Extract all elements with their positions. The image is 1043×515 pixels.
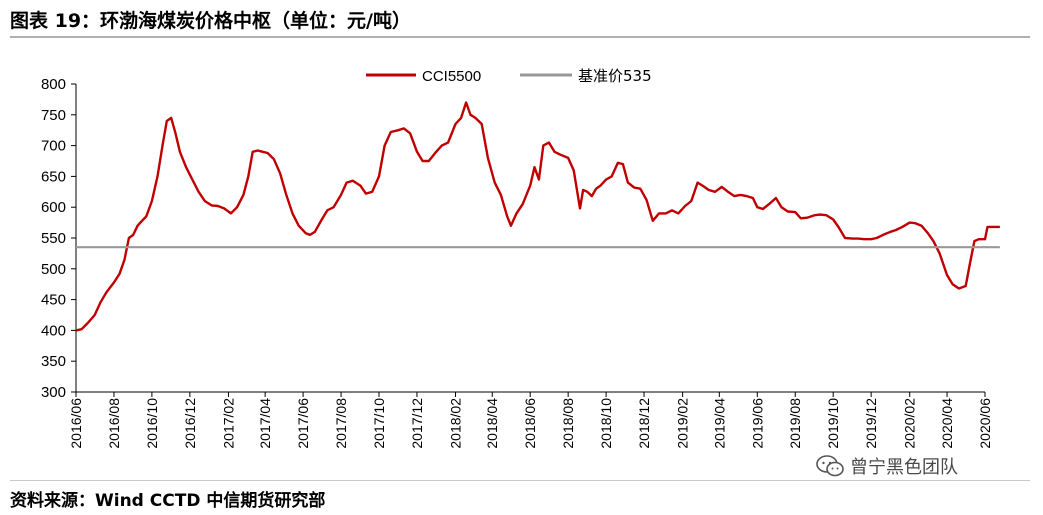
plot-area (75, 101, 1000, 332)
y-tick-label: 300 (41, 384, 66, 401)
footer-divider (10, 480, 1030, 481)
x-tick-label: 2019/10 (825, 398, 841, 449)
y-tick-label: 350 (41, 353, 66, 370)
x-tick-label: 2017/10 (371, 398, 387, 449)
y-tick-label: 800 (41, 76, 66, 93)
x-tick-label: 2017/04 (257, 398, 273, 449)
y-tick-label: 400 (41, 322, 66, 339)
legend: CCI5500 基准价535 (366, 67, 652, 85)
y-tick-label: 700 (41, 138, 66, 155)
x-tick-label: 2018/06 (522, 398, 538, 449)
watermark: 曾宁黑色团队 (816, 453, 958, 479)
x-tick-label: 2019/12 (863, 398, 879, 449)
x-tick-label: 2019/02 (675, 398, 691, 449)
x-tick-label: 2018/04 (484, 398, 500, 449)
x-tick-label: 2020/04 (939, 398, 955, 449)
y-tick-label: 550 (41, 230, 66, 247)
series-line-cci5500 (75, 101, 1000, 332)
x-tick-label: 2020/02 (902, 398, 918, 449)
x-tick-label: 2018/02 (448, 398, 464, 449)
x-tick-label: 2019/08 (787, 398, 803, 449)
x-tick-label: 2016/08 (106, 398, 122, 449)
page-title: 图表 19：环渤海煤炭价格中枢（单位：元/吨） (10, 10, 411, 32)
line-chart: CCI5500 基准价535 300 350 400 450 500 550 600 650 7… (41, 67, 1000, 449)
source-note: 资料来源：Wind CCTD 中信期货研究部 (10, 491, 326, 511)
x-tick-label: 2018/08 (560, 398, 576, 449)
x-tick-label: 2018/12 (636, 398, 652, 449)
x-tick-label: 2019/04 (711, 398, 727, 449)
x-tick-label: 2016/10 (144, 398, 160, 449)
axes: 300 350 400 450 500 550 600 650 700 750 800 2016/06… (41, 76, 993, 449)
x-tick-label: 2017/06 (295, 398, 311, 449)
y-tick-label: 600 (41, 199, 66, 216)
y-tick-label: 750 (41, 107, 66, 124)
y-tick-label: 450 (41, 292, 66, 309)
x-tick-label: 2017/12 (409, 398, 425, 449)
y-tick-label: 650 (41, 168, 66, 185)
x-tick-label: 2018/10 (598, 398, 614, 449)
legend-label-cci5500: CCI5500 (422, 68, 481, 85)
y-tick-label: 500 (41, 261, 66, 278)
x-tick-label: 2016/06 (68, 398, 84, 449)
title-divider (10, 36, 1030, 38)
x-tick-label: 2019/06 (749, 398, 765, 449)
x-tick-label: 2017/08 (333, 398, 349, 449)
wechat-icon (816, 455, 844, 477)
legend-label-baseline: 基准价535 (578, 67, 652, 85)
x-tick-label: 2020/06 (977, 398, 993, 449)
watermark-text: 曾宁黑色团队 (850, 457, 958, 478)
x-tick-label: 2016/12 (182, 398, 198, 449)
x-tick-label: 2017/02 (220, 398, 236, 449)
